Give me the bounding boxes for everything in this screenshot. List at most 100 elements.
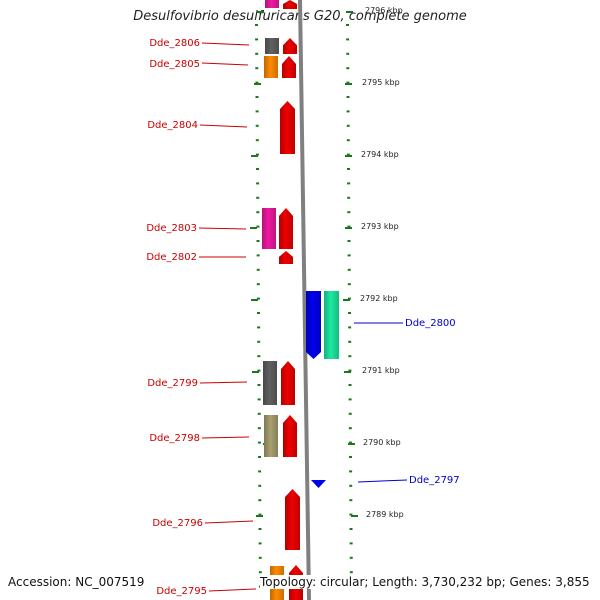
- kbp-label: 2793 kbp: [361, 222, 399, 231]
- tick-dash: [257, 340, 261, 343]
- tick-dash: [347, 196, 351, 199]
- tick-dash: [348, 384, 352, 386]
- tick-dash: [348, 441, 352, 444]
- tick-dash: [256, 225, 260, 228]
- kbp-label: 2796 kbp: [365, 6, 403, 15]
- tick-dash: [255, 52, 259, 55]
- tick-dash: [349, 556, 353, 559]
- leader-line: [199, 124, 248, 128]
- tick-dash: [349, 499, 353, 502]
- gene-label[interactable]: Dde_2805: [149, 59, 200, 70]
- major-tick: [343, 299, 350, 301]
- tick-dash: [348, 340, 352, 343]
- tick-dash: [256, 254, 260, 257]
- tick-dash: [347, 283, 351, 286]
- gene-label[interactable]: Dde_2799: [147, 378, 198, 389]
- major-tick: [345, 83, 352, 85]
- tick-dash: [346, 96, 350, 98]
- kbp-label: 2794 kbp: [361, 150, 399, 159]
- gene-label[interactable]: Dde_2802: [146, 252, 197, 263]
- major-tick: [351, 515, 358, 517]
- tick-dash: [348, 355, 352, 358]
- tick-dash: [349, 528, 353, 530]
- major-tick: [252, 371, 259, 373]
- tick-dash: [257, 412, 261, 415]
- gene-feature: [264, 56, 278, 78]
- leader-line: [201, 436, 250, 439]
- gene-features: [262, 0, 339, 600]
- major-tick: [257, 11, 264, 13]
- tick-dash: [349, 571, 353, 574]
- major-tick: [256, 515, 263, 517]
- major-tick: [250, 227, 257, 229]
- tick-dash: [349, 513, 353, 516]
- tick-dash: [258, 499, 262, 502]
- gene-arrow: [281, 361, 295, 405]
- tick-dash: [257, 355, 261, 358]
- tick-dash: [256, 268, 260, 271]
- kbp-label: 2789 kbp: [366, 510, 404, 519]
- kbp-label: 2790 kbp: [363, 438, 401, 447]
- tick-dash: [256, 182, 260, 185]
- tick-dash: [347, 254, 351, 257]
- major-tick: [251, 299, 258, 301]
- tick-dash: [257, 384, 261, 386]
- tick-dash: [346, 139, 350, 142]
- tick-dash: [348, 312, 352, 314]
- tick-dash: [256, 283, 260, 286]
- gene-label[interactable]: Dde_2806: [149, 38, 200, 49]
- major-tick: [348, 443, 355, 445]
- gene-label[interactable]: Dde_2797: [409, 475, 460, 486]
- gene-label[interactable]: Dde_2804: [147, 120, 198, 131]
- gene-labels: Dde_2806 Dde_2805 Dde_2804 Dde_2803 Dde_2802…: [146, 38, 459, 597]
- gene-arrow: [279, 208, 293, 249]
- backbone: [298, 0, 311, 600]
- gene-label[interactable]: Dde_2795: [156, 586, 207, 597]
- gene-label[interactable]: Dde_2796: [152, 518, 203, 529]
- tick-dash: [257, 398, 261, 401]
- tick-dash: [347, 182, 351, 185]
- gene-arrow: [282, 56, 296, 78]
- tick-dash: [346, 124, 350, 127]
- tick-dash: [349, 542, 353, 545]
- gene-feature: [324, 291, 339, 359]
- major-tick: [346, 11, 353, 13]
- major-tick: [345, 155, 352, 157]
- leader-line: [357, 479, 408, 483]
- leader-line: [208, 588, 257, 592]
- leader-line: [201, 42, 250, 46]
- tick-dash: [256, 240, 260, 242]
- kbp-label: 2791 kbp: [362, 366, 400, 375]
- tick-dash: [346, 81, 350, 84]
- gene-arrow: [285, 489, 300, 550]
- tick-dash: [348, 412, 352, 415]
- gene-feature: [263, 361, 277, 405]
- major-tick: [251, 155, 258, 157]
- gene-label[interactable]: Dde_2798: [149, 433, 200, 444]
- gene-feature: [264, 415, 278, 457]
- tick-dash: [348, 427, 352, 430]
- leader-line: [204, 520, 254, 524]
- tick-dash: [349, 456, 353, 458]
- major-tick: [344, 371, 351, 373]
- tick-dash: [258, 528, 262, 530]
- tick-dash: [255, 81, 259, 84]
- tick-dash: [255, 139, 259, 142]
- tick-dash: [346, 153, 350, 156]
- tick-dash: [346, 52, 350, 55]
- tick-dash: [258, 571, 262, 574]
- topology-text: Topology: circular; Length: 3,730,232 bp…: [260, 575, 590, 589]
- tick-dash: [256, 196, 260, 199]
- tick-dash: [258, 470, 262, 473]
- gene-label[interactable]: Dde_2800: [405, 318, 456, 329]
- gene-label[interactable]: Dde_2803: [146, 223, 197, 234]
- gene-feature: [265, 38, 279, 54]
- tick-dash: [258, 542, 262, 545]
- tick-dash: [255, 38, 259, 41]
- tick-dash: [255, 124, 259, 127]
- gene-arrow: [280, 101, 295, 154]
- tick-dash: [255, 24, 258, 26]
- backbone-line: [298, 0, 311, 600]
- tick-dash: [255, 110, 259, 113]
- tick-dash: [347, 297, 351, 300]
